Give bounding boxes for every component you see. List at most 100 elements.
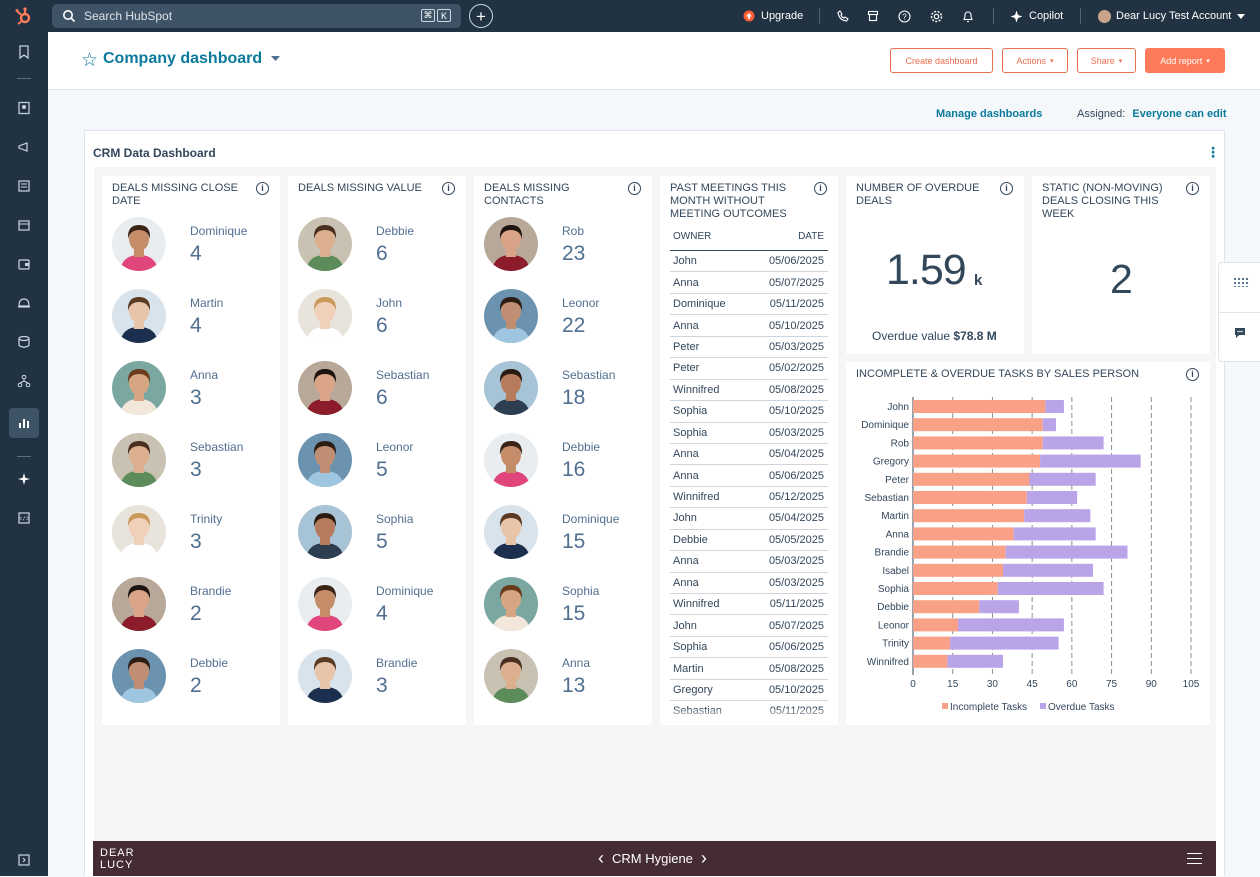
incomplete-tasks-bar[interactable]: [913, 454, 1041, 468]
table-row[interactable]: Sophia 05/06/2025: [670, 637, 828, 659]
list-item[interactable]: Leonor 5: [298, 433, 458, 491]
table-row[interactable]: Winnifred 05/08/2025: [670, 380, 828, 402]
developer-code-icon[interactable]: </>: [14, 508, 34, 528]
overdue-tasks-bar[interactable]: [1013, 527, 1096, 541]
incomplete-tasks-bar[interactable]: [913, 472, 1030, 486]
table-row[interactable]: John 05/07/2025: [670, 615, 828, 637]
overdue-tasks-bar[interactable]: [947, 654, 1004, 668]
info-icon[interactable]: i: [442, 182, 455, 195]
incomplete-tasks-bar[interactable]: [913, 582, 998, 595]
table-row[interactable]: Anna 05/03/2025: [670, 551, 828, 573]
contacts-icon[interactable]: [14, 98, 34, 118]
service-icon[interactable]: [14, 293, 34, 313]
list-item[interactable]: Anna 13: [484, 649, 644, 707]
overdue-tasks-bar[interactable]: [1029, 472, 1096, 486]
incomplete-tasks-bar[interactable]: [913, 654, 948, 668]
list-item[interactable]: Leonor 22: [484, 289, 644, 347]
marketplace-icon[interactable]: [867, 0, 879, 32]
incomplete-tasks-bar[interactable]: [913, 400, 1046, 413]
list-item[interactable]: Sebastian 18: [484, 361, 644, 419]
overdue-tasks-bar[interactable]: [1005, 545, 1128, 559]
assigned-value-link[interactable]: Everyone can edit: [1132, 108, 1227, 120]
collapse-sidebar-icon[interactable]: [14, 850, 34, 870]
table-row[interactable]: John 05/06/2025: [670, 251, 828, 273]
list-item[interactable]: Brandie 3: [298, 649, 458, 707]
reporting-icon[interactable]: [9, 408, 39, 438]
favorite-star-icon[interactable]: ☆: [81, 50, 99, 71]
incomplete-tasks-bar[interactable]: [913, 636, 951, 650]
bookmarks-icon[interactable]: [14, 42, 34, 62]
list-item[interactable]: Dominique 15: [484, 505, 644, 563]
info-icon[interactable]: i: [1186, 368, 1199, 381]
table-row[interactable]: Anna 05/07/2025: [670, 272, 828, 294]
table-row[interactable]: Sophia 05/03/2025: [670, 423, 828, 444]
notifications-bell-icon[interactable]: [962, 0, 974, 32]
table-row[interactable]: Peter 05/02/2025: [670, 358, 828, 380]
incomplete-tasks-bar[interactable]: [913, 509, 1025, 523]
table-row[interactable]: Anna 05/03/2025: [670, 573, 828, 594]
table-row[interactable]: John 05/04/2025: [670, 508, 828, 530]
table-row[interactable]: Anna 05/04/2025: [670, 444, 828, 466]
manage-dashboards-link[interactable]: Manage dashboards: [936, 108, 1043, 120]
overdue-tasks-bar[interactable]: [997, 582, 1104, 595]
actions-dropdown-button[interactable]: Actions ▾: [1002, 48, 1068, 73]
overdue-tasks-bar[interactable]: [1040, 454, 1141, 468]
chat-bubble-icon[interactable]: [1234, 327, 1246, 339]
list-item[interactable]: Sebastian 6: [298, 361, 458, 419]
table-row[interactable]: Gregory 05/10/2025: [670, 680, 828, 702]
list-item[interactable]: Debbie 6: [298, 217, 458, 275]
list-item[interactable]: Sophia 5: [298, 505, 458, 563]
table-row[interactable]: Sophia 05/10/2025: [670, 401, 828, 423]
overdue-tasks-bar[interactable]: [1042, 436, 1104, 450]
info-icon[interactable]: i: [814, 182, 827, 195]
list-item[interactable]: Anna 3: [112, 361, 272, 419]
share-dropdown-button[interactable]: Share ▾: [1077, 48, 1136, 73]
list-item[interactable]: Dominique 4: [298, 577, 458, 635]
overdue-tasks-bar[interactable]: [958, 618, 1064, 632]
incomplete-tasks-bar[interactable]: [913, 491, 1027, 504]
list-item[interactable]: John 6: [298, 289, 458, 347]
list-item[interactable]: Trinity 3: [112, 505, 272, 563]
legend-label[interactable]: Incomplete Tasks: [950, 702, 1027, 713]
overdue-tasks-bar[interactable]: [1003, 563, 1094, 577]
content-icon[interactable]: [14, 176, 34, 196]
more-options-icon[interactable]: ⋮: [1206, 144, 1220, 160]
table-row[interactable]: Martin 05/08/2025: [670, 658, 828, 680]
incomplete-tasks-bar[interactable]: [913, 563, 1004, 577]
info-icon[interactable]: i: [1000, 182, 1013, 195]
table-row[interactable]: Peter 05/03/2025: [670, 337, 828, 359]
copilot-button[interactable]: Copilot: [1010, 0, 1063, 32]
hamburger-menu-icon[interactable]: [1187, 853, 1202, 864]
list-item[interactable]: Brandie 2: [112, 577, 272, 635]
add-report-button[interactable]: Add report ▾: [1145, 48, 1225, 73]
overdue-tasks-bar[interactable]: [950, 636, 1059, 650]
commerce-icon[interactable]: [14, 215, 34, 235]
create-new-button[interactable]: +: [469, 4, 493, 28]
overdue-tasks-bar[interactable]: [1026, 491, 1078, 504]
info-icon[interactable]: i: [628, 182, 641, 195]
hubspot-logo-icon[interactable]: [13, 6, 33, 26]
calling-icon[interactable]: [837, 0, 849, 32]
incomplete-tasks-bar[interactable]: [913, 418, 1043, 432]
overdue-tasks-bar[interactable]: [1045, 400, 1064, 413]
incomplete-tasks-bar[interactable]: [913, 600, 980, 614]
dashboard-selector[interactable]: Company dashboard: [103, 50, 280, 68]
create-dashboard-button[interactable]: Create dashboard: [890, 48, 993, 73]
automation-icon[interactable]: [14, 371, 34, 391]
settings-gear-icon[interactable]: [930, 0, 943, 32]
incomplete-tasks-bar[interactable]: [913, 436, 1043, 450]
apps-grid-icon[interactable]: [1233, 277, 1249, 287]
search-input[interactable]: Search HubSpot ⌘ K: [52, 4, 461, 28]
overdue-tasks-bar[interactable]: [1042, 418, 1056, 432]
wallet-icon[interactable]: [14, 254, 34, 274]
account-menu[interactable]: Dear Lucy Test Account: [1098, 0, 1246, 32]
list-item[interactable]: Sophia 15: [484, 577, 644, 635]
date-column-header[interactable]: DATE: [798, 231, 824, 242]
previous-page-icon[interactable]: ‹: [598, 848, 604, 868]
legend-label[interactable]: Overdue Tasks: [1048, 702, 1115, 713]
list-item[interactable]: Debbie 2: [112, 649, 272, 707]
incomplete-tasks-bar[interactable]: [913, 618, 959, 632]
table-row[interactable]: Dominique 05/11/2025: [670, 294, 828, 316]
database-icon[interactable]: [14, 332, 34, 352]
overdue-tasks-bar[interactable]: [979, 600, 1019, 614]
